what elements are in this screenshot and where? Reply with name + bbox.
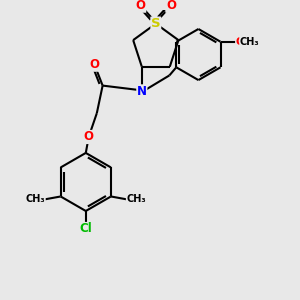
Text: O: O	[236, 37, 245, 47]
Text: O: O	[166, 0, 176, 12]
Text: O: O	[89, 58, 100, 71]
Text: S: S	[151, 17, 160, 30]
Text: CH₃: CH₃	[126, 194, 146, 204]
Text: O: O	[84, 130, 94, 143]
Text: CH₃: CH₃	[26, 194, 45, 204]
Text: O: O	[136, 0, 146, 12]
Text: Cl: Cl	[80, 223, 92, 236]
Text: CH₃: CH₃	[240, 37, 260, 47]
Text: N: N	[137, 85, 147, 98]
